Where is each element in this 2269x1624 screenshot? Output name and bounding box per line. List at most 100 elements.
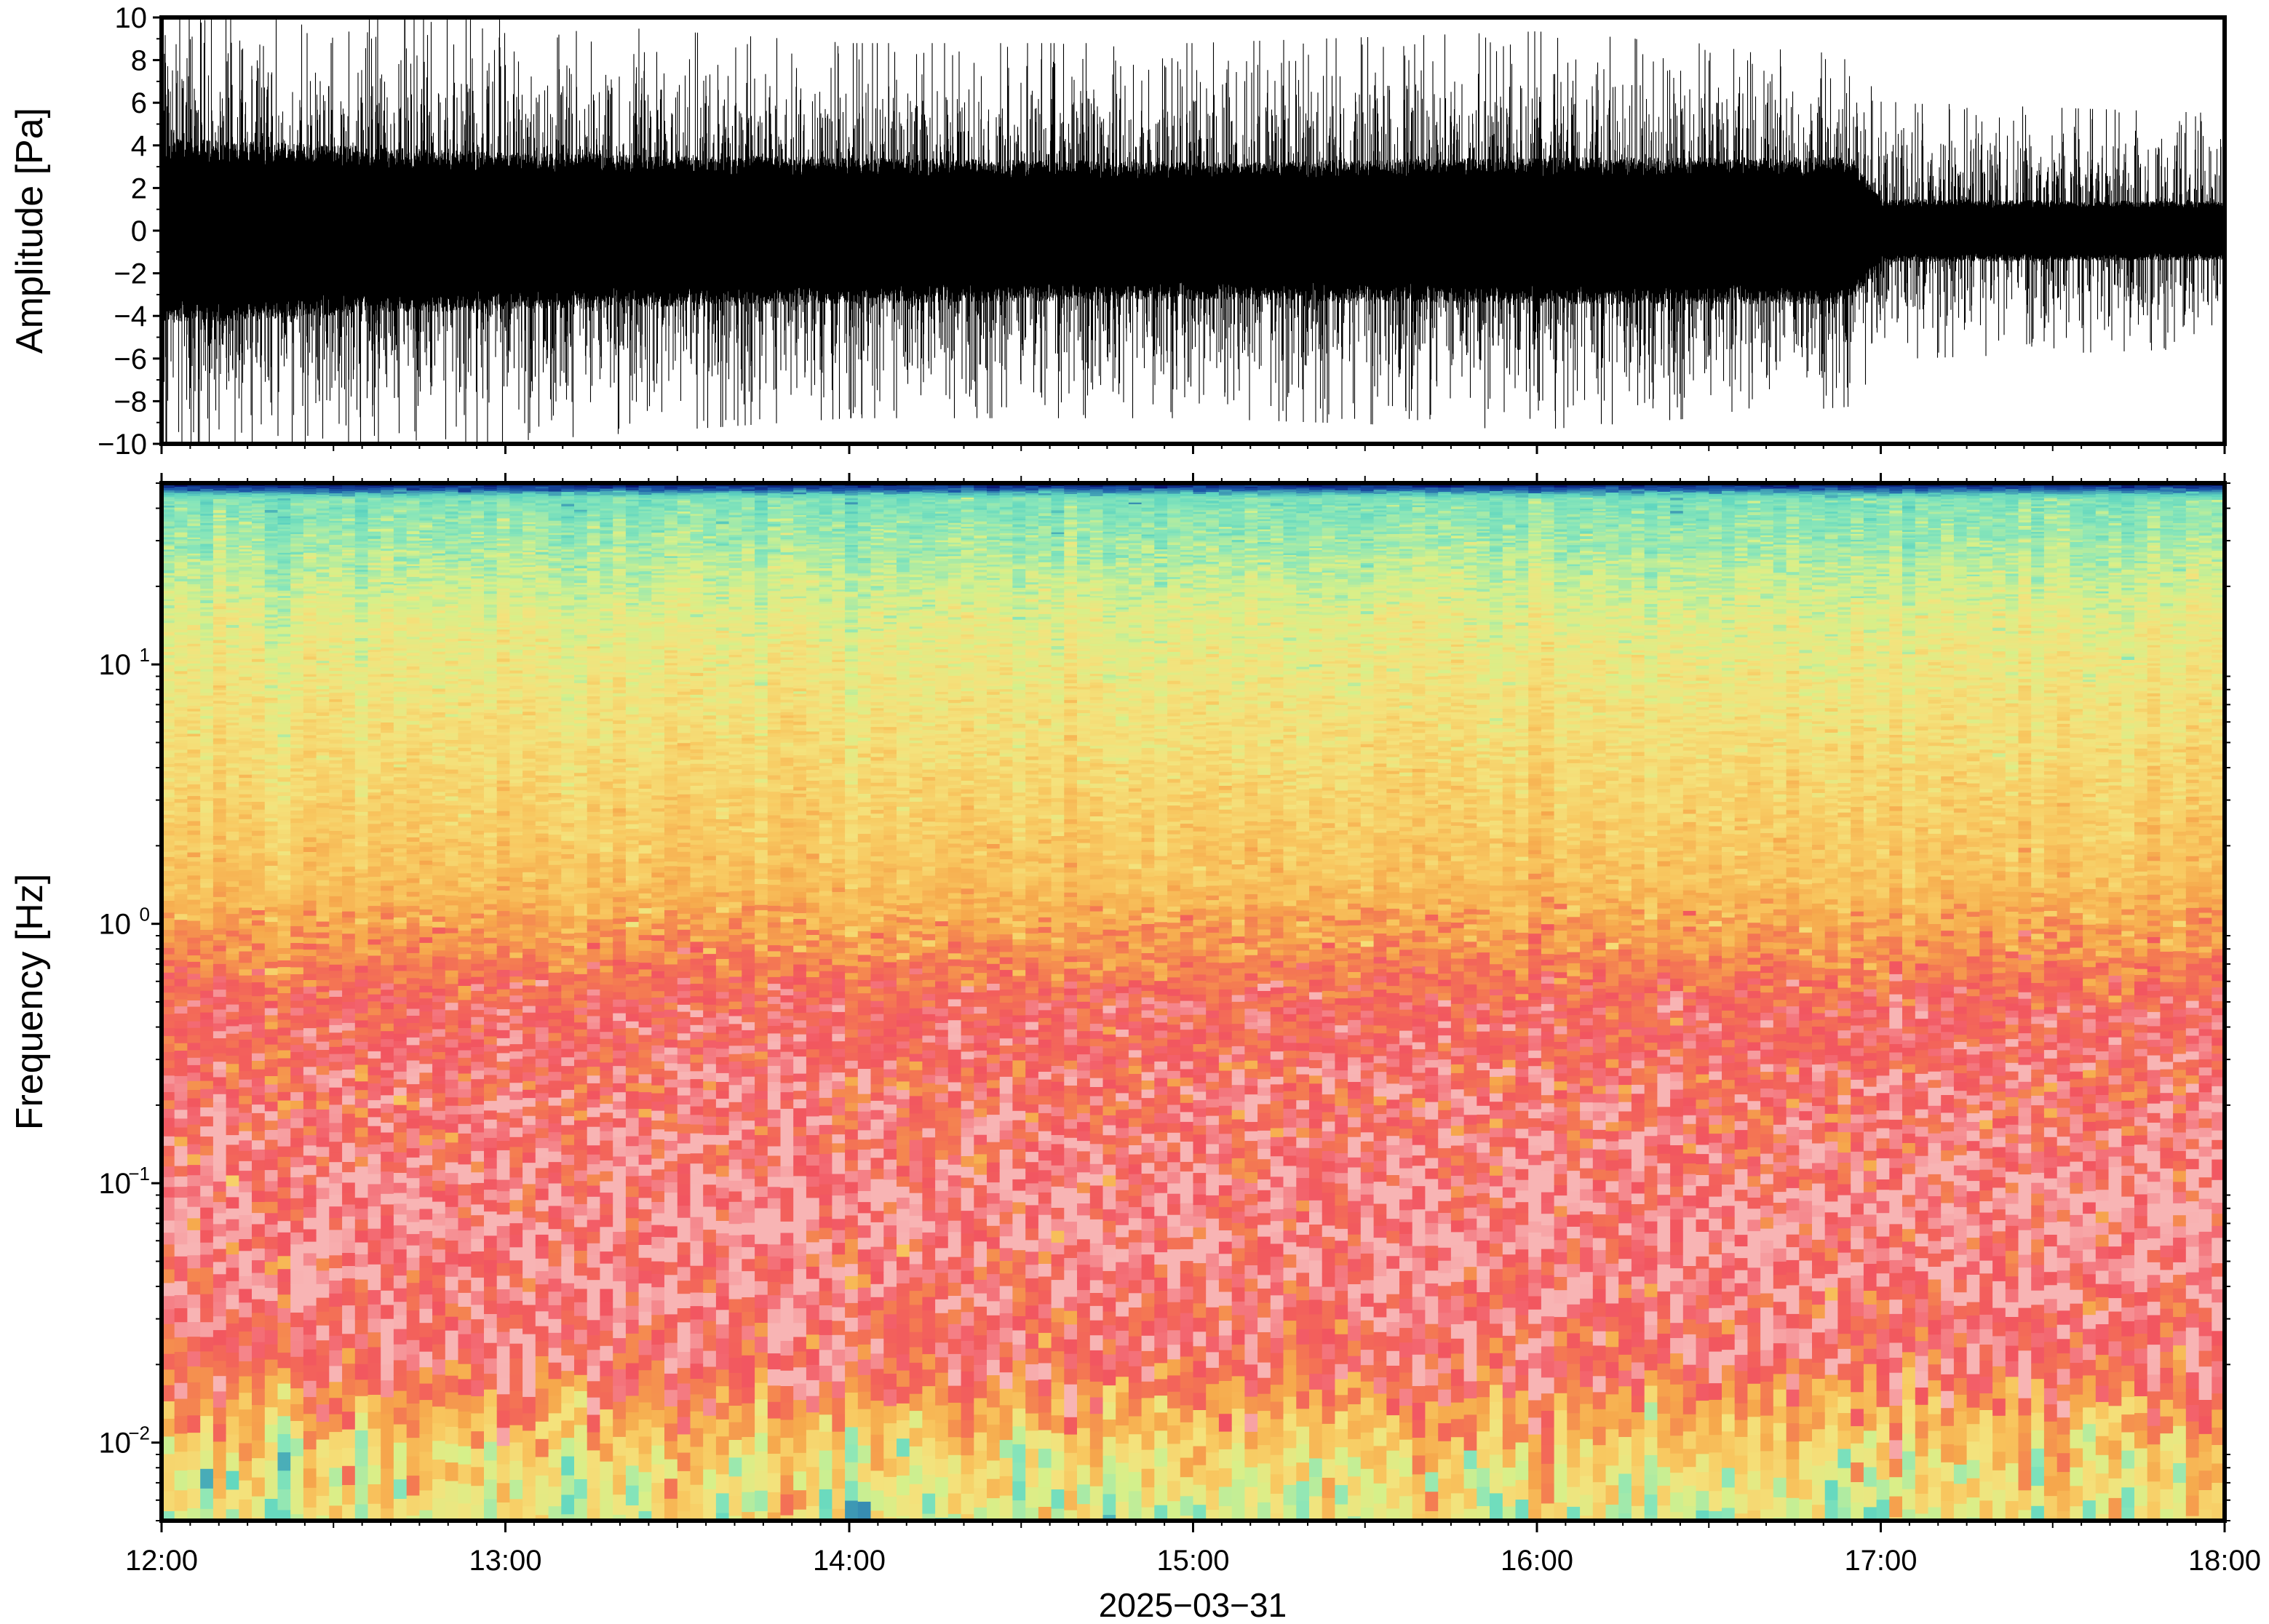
spectrogram-cell <box>329 578 342 582</box>
spectrogram-cell <box>355 1065 368 1074</box>
spectrogram-cell <box>394 900 407 907</box>
spectrogram-cell <box>213 525 226 528</box>
spectrogram-cell <box>317 524 330 527</box>
spectrogram-cell <box>368 1241 381 1253</box>
spectrogram-cell <box>303 1036 317 1043</box>
spectrogram-cell <box>290 648 303 651</box>
spectrogram-cell <box>175 879 188 885</box>
waveform-y-tick-label: 4 <box>131 130 147 162</box>
spectrogram-cell <box>303 821 317 826</box>
spectrogram-cell <box>381 746 394 749</box>
spectrogram-cell <box>419 656 432 660</box>
spectrogram-cell <box>329 693 342 696</box>
spectrogram-cell <box>432 957 445 964</box>
spectrogram-cell <box>187 714 200 717</box>
spectrogram-cell <box>239 739 252 742</box>
spectrogram-cell <box>342 613 355 616</box>
spectrogram-cell <box>290 676 303 680</box>
spectrogram-cell <box>432 634 445 637</box>
spectrogram-cell <box>317 741 330 746</box>
spectrogram-cell <box>407 1404 420 1421</box>
spectrogram-cell <box>265 1076 278 1085</box>
spectrogram-cell <box>368 1135 381 1145</box>
spectrogram-cell <box>407 814 420 819</box>
spectrogram-cell <box>381 1380 394 1398</box>
spectrogram-cell <box>187 853 200 858</box>
spectrogram-cell <box>394 856 407 861</box>
spectrogram-cell <box>355 902 368 909</box>
spectrogram-cell <box>187 1115 200 1125</box>
spectrogram-cell <box>342 872 355 877</box>
spectrogram-cell <box>432 1275 445 1288</box>
spectrogram-cell <box>342 748 355 752</box>
spectrogram-cell <box>252 1422 265 1441</box>
spectrogram-cell <box>290 781 303 786</box>
spectrogram-cell <box>239 989 252 996</box>
spectrogram-cell <box>200 1281 213 1295</box>
spectrogram-cell <box>445 740 458 744</box>
spectrogram-cell <box>239 810 252 815</box>
spectrogram-cell <box>368 881 381 886</box>
spectrogram-cell <box>239 896 252 902</box>
spectrogram-cell <box>187 687 200 690</box>
spectrogram-cell <box>419 1176 432 1187</box>
spectrogram-cell <box>407 1222 420 1235</box>
spectrogram-cell <box>187 717 200 721</box>
spectrogram-cell <box>187 726 200 731</box>
spectrogram-cell <box>317 1188 330 1200</box>
spectrogram-cell <box>329 802 342 806</box>
spectrogram-cell <box>278 1043 291 1051</box>
spectrogram-cell <box>419 682 432 686</box>
spectrogram-cell <box>278 890 291 895</box>
spectrogram-cell <box>432 701 445 704</box>
spectrogram-cell <box>252 605 265 608</box>
spectrogram-cell <box>226 784 239 787</box>
spectrogram-cell <box>303 1335 317 1350</box>
spectrogram-cell <box>200 1107 213 1117</box>
spectrogram-cell <box>407 1210 420 1222</box>
spectrogram-cell <box>329 831 342 835</box>
spectrogram-cell <box>187 796 200 800</box>
spectrogram-cell <box>213 877 226 883</box>
spectrogram-cell <box>175 1470 188 1491</box>
spectrogram-cell <box>278 987 291 994</box>
spectrogram-cell <box>278 785 291 789</box>
spectrogram-cell <box>278 769 291 773</box>
spectrogram-cell <box>445 1185 458 1196</box>
spectrogram-cell <box>445 736 458 741</box>
spectrogram-cell <box>239 662 252 666</box>
spectrogram-cell <box>200 991 213 999</box>
spectrogram-cell <box>252 648 265 652</box>
spectrogram-cell <box>342 1228 355 1241</box>
spectrogram-cell <box>355 1166 368 1177</box>
spectrogram-cell <box>445 939 458 945</box>
spectrogram-cell <box>355 1187 368 1198</box>
spectrogram-cell <box>355 635 368 639</box>
spectrogram-cell <box>419 728 432 733</box>
spectrogram-cell <box>265 728 278 731</box>
spectrogram-cell <box>458 973 472 979</box>
spectrogram-cell <box>381 769 394 773</box>
spectrogram-cell <box>368 701 381 704</box>
spectrogram-cell <box>213 1003 226 1010</box>
spectrogram-cell <box>252 735 265 738</box>
spectrogram-cell <box>213 1017 226 1024</box>
spectrogram-cell <box>458 1380 472 1396</box>
spectrogram-cell <box>381 960 394 966</box>
spectrogram-cell <box>355 763 368 766</box>
spectrogram-cell <box>342 975 355 982</box>
spectrogram-cell <box>432 963 445 970</box>
spectrogram-cell <box>329 1294 342 1307</box>
spectrogram-cell <box>407 774 420 779</box>
spectrogram-cell <box>213 763 226 767</box>
spectrogram-cell <box>265 852 278 857</box>
spectrogram-cell <box>419 796 432 801</box>
spectrogram-cell <box>355 737 368 741</box>
spectrogram-cell <box>419 694 432 697</box>
spectrogram-cell <box>445 944 458 951</box>
spectrogram-cell <box>239 613 252 616</box>
spectrogram-cell <box>432 723 445 727</box>
spectrogram-cell <box>239 1289 252 1304</box>
spectrogram-cell <box>239 823 252 828</box>
spectrogram-cell <box>419 705 432 709</box>
